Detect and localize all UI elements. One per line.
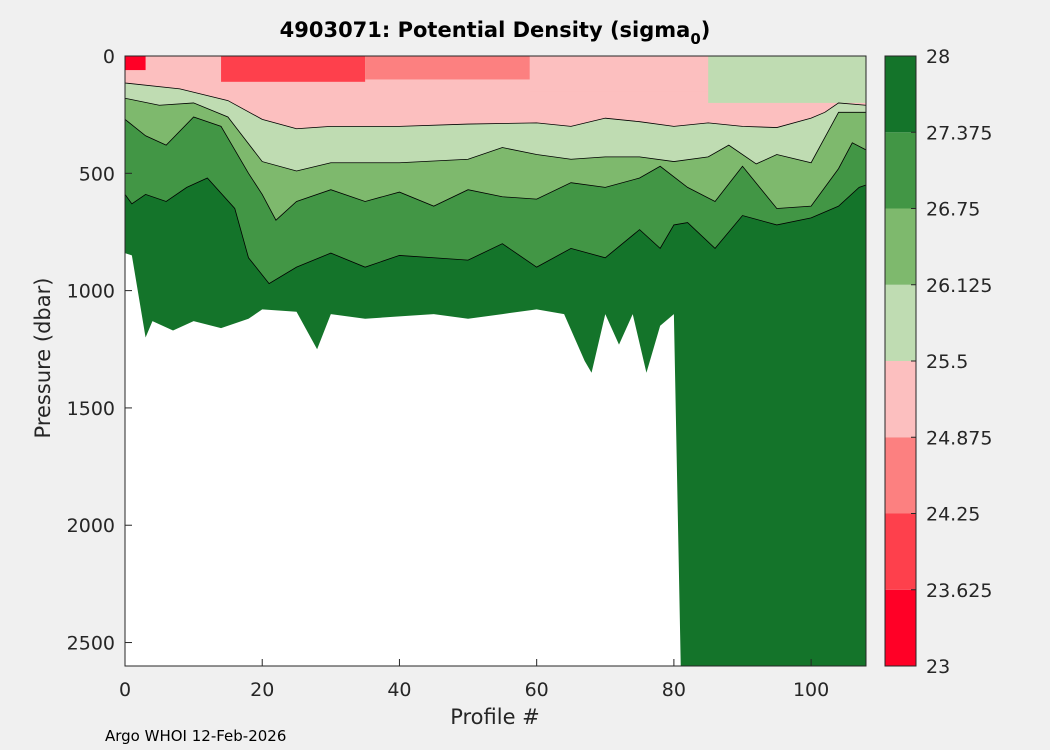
- x-tick-label: 80: [662, 679, 686, 701]
- chart-title: 4903071: Potential Density (sigma0): [280, 18, 711, 48]
- title-main: 4903071: Potential Density (sigma: [280, 18, 691, 42]
- y-axis-label: Pressure (dbar): [31, 278, 55, 439]
- isopycnal-27.375/28: [124, 177, 867, 285]
- x-axis-label: Profile #: [450, 705, 540, 729]
- x-tick-label: 20: [250, 679, 274, 701]
- colorbar-tick-label: 26.75: [926, 199, 980, 221]
- colorbar-segment: [885, 208, 916, 285]
- title-close: ): [701, 18, 711, 42]
- y-tick-label: 1500: [67, 398, 115, 420]
- x-tick-label: 100: [793, 679, 829, 701]
- plot-area: [124, 55, 867, 667]
- y-axis: 0 500 1000 1500 2000 2500: [67, 46, 132, 655]
- isopycnal-26.75/27.375: [124, 116, 867, 221]
- colorbar-segment: [885, 513, 916, 590]
- surface-region-25.5-26.125: [708, 56, 866, 103]
- colorbar-segment: [885, 361, 916, 438]
- colorbar-tick-label: 28: [926, 46, 950, 68]
- plot-frame: [124, 55, 867, 667]
- isopycnal-26.125/26.75: [124, 97, 866, 172]
- y-tick-label: 1000: [67, 281, 115, 303]
- contour-line-layer: [124, 82, 867, 285]
- colorbar-segment: [885, 437, 916, 514]
- x-tick-label: 0: [119, 679, 131, 701]
- y-tick-label: 2000: [67, 515, 115, 537]
- colorbar: 23 23.625 24.25 24.875 25.5 26.125 26.75 27.375…: [884, 46, 992, 678]
- surface-band-24.25-24.875: [365, 56, 530, 80]
- colorbar-tick-label: 26.125: [926, 275, 992, 297]
- title-subscript: 0: [690, 30, 700, 48]
- colorbar-tick-label: 23: [926, 656, 950, 678]
- y-tick-label: 500: [79, 163, 115, 185]
- contour-fill-layer: [125, 56, 866, 666]
- colorbar-segment: [885, 284, 916, 361]
- colorbar-tick-label: 24.875: [926, 427, 992, 449]
- surface-band-23-23.625: [125, 56, 146, 71]
- colorbar-tick-label: 23.625: [926, 580, 992, 602]
- surface-band-24.875-25.5: [529, 56, 709, 92]
- colorbar-tick-label: 24.25: [926, 504, 980, 526]
- y-tick-label: 2500: [67, 633, 115, 655]
- y-tick-label: 0: [103, 46, 115, 68]
- x-axis: 0 20 40 60 80 100: [119, 659, 829, 701]
- colorbar-segment: [885, 132, 916, 209]
- colorbar-segment: [885, 589, 916, 666]
- colorbar-tick-label: 25.5: [926, 351, 968, 373]
- footer-credit: Argo WHOI 12-Feb-2026: [105, 727, 286, 745]
- surface-band-23.625-24.25: [221, 56, 366, 82]
- isopycnal-25.5/26.125: [124, 82, 867, 130]
- x-tick-label: 60: [525, 679, 549, 701]
- colorbar-tick-label: 27.375: [926, 122, 992, 144]
- x-tick-label: 40: [387, 679, 411, 701]
- colorbar-segment: [885, 56, 916, 133]
